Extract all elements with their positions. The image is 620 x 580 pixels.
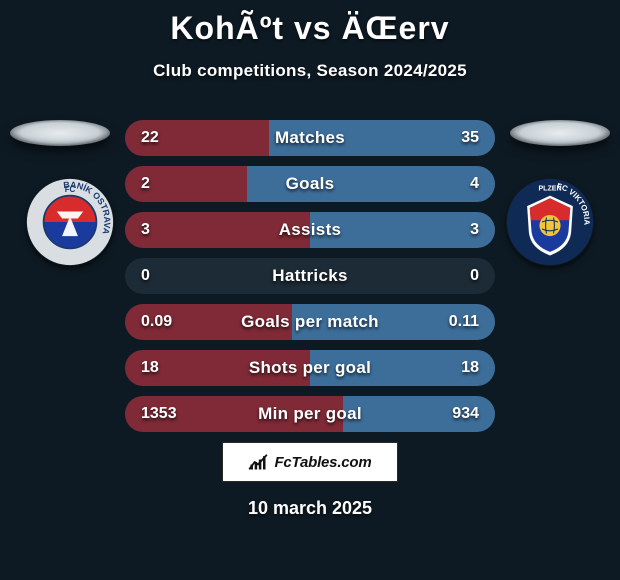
stat-label: Assists [125, 212, 495, 248]
stat-row: 2235Matches [125, 120, 495, 156]
stat-row: 1818Shots per goal [125, 350, 495, 386]
club-crest-left-svg: BANÍK OSTRAVA FC [26, 178, 114, 266]
stat-label: Hattricks [125, 258, 495, 294]
stat-row: 0.090.11Goals per match [125, 304, 495, 340]
date-text: 10 march 2025 [0, 498, 620, 519]
brand-text: FcTables.com [274, 454, 371, 471]
stats-list: 2235Matches 24Goals 33Assists 00Hattricks 0.… [125, 120, 495, 432]
subtitle: Club competitions, Season 2024/2025 [0, 61, 620, 81]
stat-row: 1353934Min per goal [125, 396, 495, 432]
stat-label: Goals [125, 166, 495, 202]
stat-label: Matches [125, 120, 495, 156]
stat-label: Shots per goal [125, 350, 495, 386]
player-right-shadow [510, 120, 610, 146]
player-left-shadow [10, 120, 110, 146]
stat-label: Min per goal [125, 396, 495, 432]
stat-label: Goals per match [125, 304, 495, 340]
club-crest-right-svg: FC VIKTORIA PLZEŇ [506, 178, 594, 266]
stat-row: 24Goals [125, 166, 495, 202]
club-crest-right: FC VIKTORIA PLZEŇ [506, 178, 594, 266]
brand-badge[interactable]: FcTables.com [222, 442, 398, 482]
crest-right-city: PLZEŇ [538, 183, 561, 192]
crest-left-fc: FC [65, 185, 76, 194]
brand-chart-icon [248, 452, 268, 472]
stat-row: 00Hattricks [125, 258, 495, 294]
page-title: KohÃºt vs ÄŒerv [0, 0, 620, 47]
stat-row: 33Assists [125, 212, 495, 248]
club-crest-left: BANÍK OSTRAVA FC [26, 178, 114, 266]
